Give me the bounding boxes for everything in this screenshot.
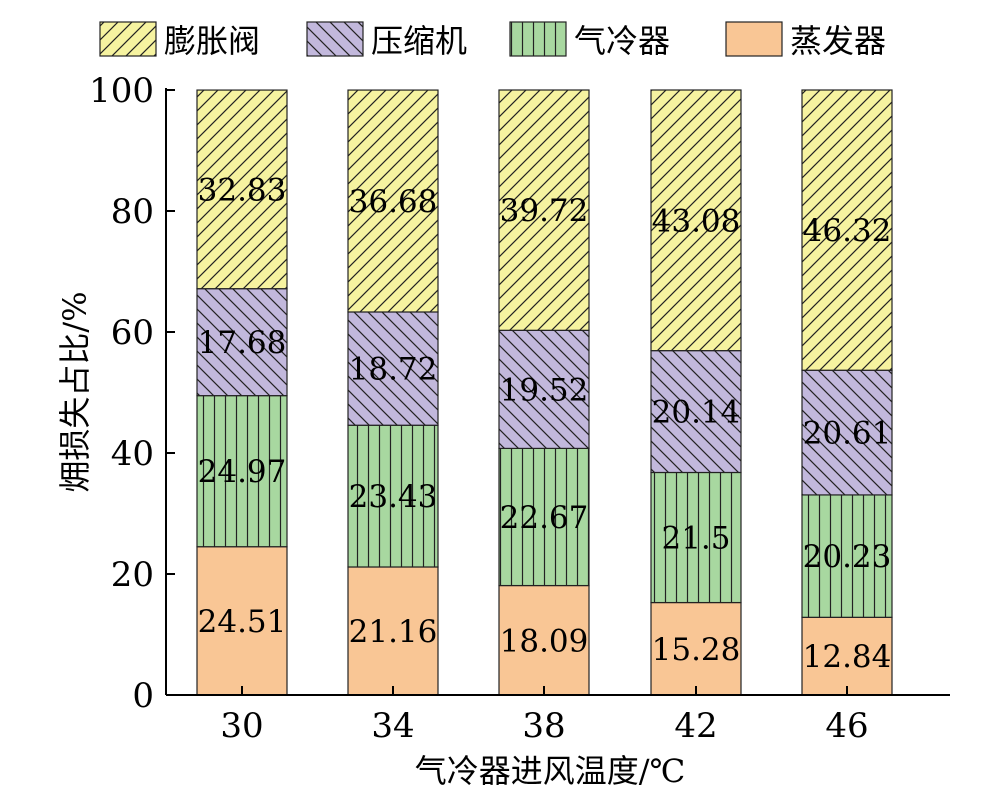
data-label-压缩机-34: 18.72 [349, 352, 438, 388]
y-tick-label-80: 80 [111, 192, 154, 232]
data-label-蒸发器-34: 21.16 [349, 614, 438, 650]
bar-segment-蒸发器-34 [347, 566, 439, 696]
bar-segment-膨胀阀-34 [347, 89, 439, 313]
y-tick-label-40: 40 [111, 434, 154, 474]
bar-segment-蒸发器-42 [650, 601, 742, 696]
data-label-气冷器-34: 23.43 [349, 479, 438, 515]
y-tick-label-60: 60 [111, 313, 154, 353]
data-label-气冷器-42: 21.5 [661, 521, 730, 557]
bar-segment-压缩机-46 [801, 369, 893, 496]
x-tick-label-46: 46 [825, 706, 868, 746]
x-tick-label-34: 34 [371, 706, 414, 746]
x-tick-label-30: 30 [220, 706, 263, 746]
data-label-压缩机-42: 20.14 [652, 395, 741, 431]
bar-segment-膨胀阀-42 [650, 89, 742, 352]
data-labels: 24.51 24.97 17.68 32.83 21.16 23.43 18.72 36.68… [198, 172, 892, 675]
data-label-膨胀阀-46: 46.32 [803, 213, 892, 249]
bar-segment-气冷器-34 [347, 424, 439, 568]
bars [196, 89, 893, 696]
data-label-膨胀阀-42: 43.08 [652, 203, 741, 239]
legend: 膨胀阀 压缩机 气冷器 蒸发器 [99, 21, 886, 60]
bar-segment-压缩机-34 [347, 311, 439, 426]
axes: 0 20 40 60 80 100 30 34 38 42 46 [89, 71, 950, 746]
data-label-膨胀阀-38: 39.72 [500, 193, 589, 229]
bar-segment-气冷器-30 [196, 395, 288, 548]
bar-segment-压缩机-38 [498, 329, 590, 450]
data-label-膨胀阀-30: 32.83 [198, 172, 287, 208]
data-label-压缩机-46: 20.61 [803, 416, 892, 452]
y-tick-label-100: 100 [89, 71, 154, 111]
x-tick-label-42: 42 [674, 706, 717, 746]
legend-label-蒸发器: 蒸发器 [790, 22, 886, 60]
data-label-压缩机-38: 19.52 [500, 372, 589, 408]
data-label-气冷器-46: 20.23 [803, 539, 892, 575]
bar-segment-膨胀阀-38 [498, 89, 590, 331]
y-tick-label-20: 20 [111, 555, 154, 595]
data-label-蒸发器-30: 24.51 [198, 604, 287, 640]
legend-swatch-蒸发器 [725, 21, 783, 57]
bar-segment-蒸发器-30 [196, 546, 288, 696]
y-axis-label: 㶲损失占比/% [56, 291, 94, 492]
x-axis-label: 气冷器进风温度/℃ [415, 752, 686, 790]
legend-label-膨胀阀: 膨胀阀 [164, 22, 260, 60]
y-tick-label-0: 0 [132, 676, 154, 716]
bar-segment-膨胀阀-46 [801, 89, 893, 371]
data-label-气冷器-38: 22.67 [500, 500, 589, 536]
data-label-膨胀阀-34: 36.68 [349, 184, 438, 220]
bar-segment-膨胀阀-30 [196, 89, 288, 290]
data-label-蒸发器-42: 15.28 [652, 632, 741, 668]
bar-segment-蒸发器-46 [801, 616, 893, 696]
legend-swatch-膨胀阀 [99, 21, 157, 57]
bar-segment-气冷器-46 [801, 494, 893, 618]
bar-segment-气冷器-38 [498, 447, 590, 587]
legend-label-压缩机: 压缩机 [371, 22, 467, 60]
x-tick-label-38: 38 [522, 706, 565, 746]
data-label-蒸发器-46: 12.84 [803, 639, 892, 675]
legend-label-气冷器: 气冷器 [574, 22, 670, 60]
data-label-压缩机-30: 17.68 [198, 325, 287, 361]
legend-swatch-压缩机 [306, 21, 364, 57]
data-label-蒸发器-38: 18.09 [500, 623, 589, 659]
legend-swatch-气冷器 [509, 21, 567, 57]
data-label-气冷器-30: 24.97 [198, 454, 287, 490]
bar-segment-压缩机-42 [650, 350, 742, 474]
